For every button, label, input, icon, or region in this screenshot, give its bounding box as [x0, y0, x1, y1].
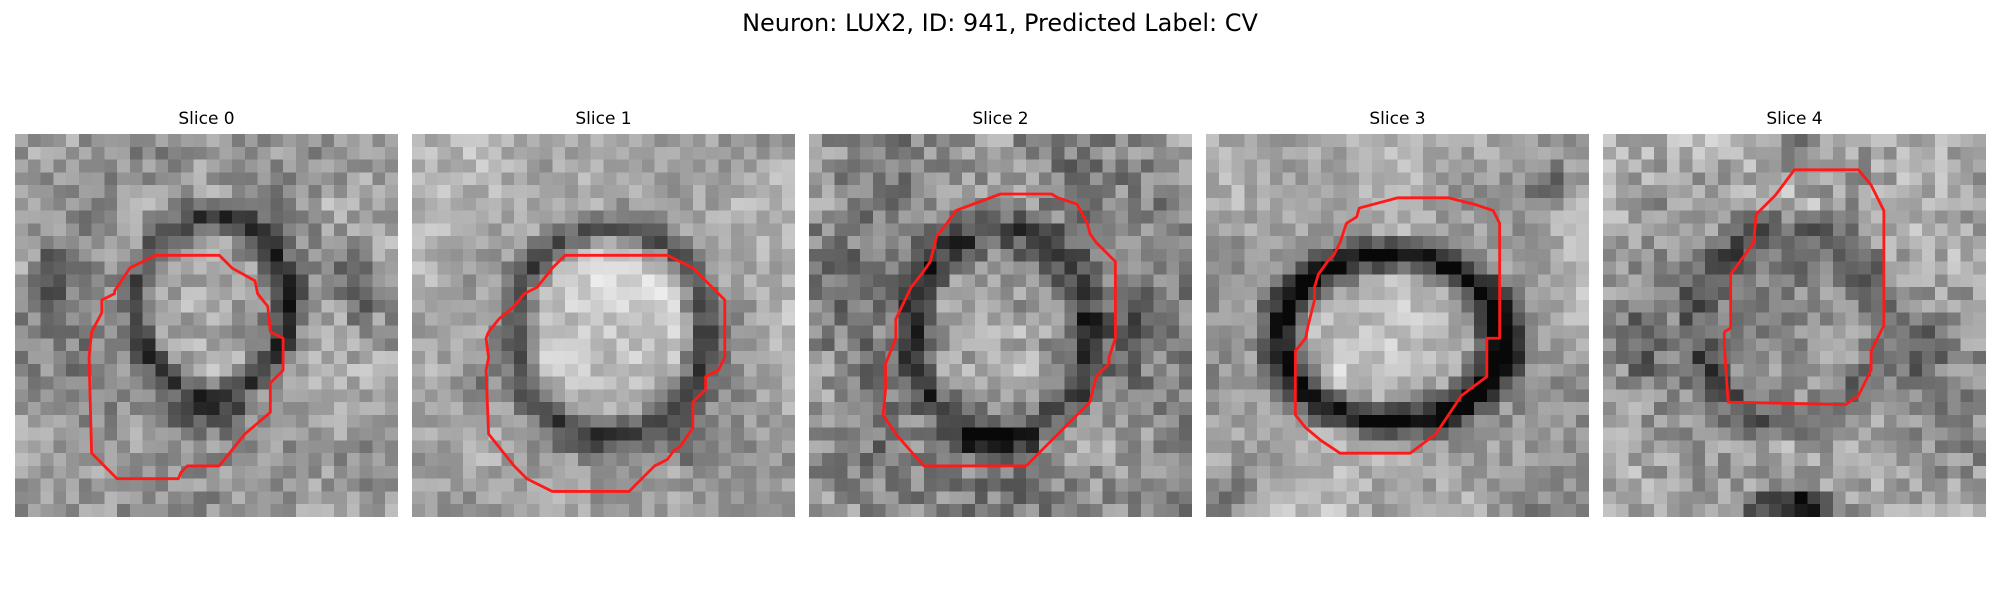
segmentation-contour-4 — [1722, 168, 1886, 407]
slice-title-2: Slice 2 — [972, 109, 1029, 129]
slice-image-0 — [15, 134, 398, 517]
segmentation-contour-0 — [87, 253, 285, 481]
segmentation-contour-1 — [484, 253, 727, 493]
slice-image-1 — [412, 134, 795, 517]
slice-title-0: Slice 0 — [178, 109, 235, 129]
figure-title: Neuron: LUX2, ID: 941, Predicted Label: … — [742, 9, 1258, 37]
slice-title-3: Slice 3 — [1369, 109, 1426, 129]
slice-image-2 — [809, 134, 1192, 517]
slice-title-1: Slice 1 — [575, 109, 632, 129]
segmentation-contour-3 — [1293, 196, 1502, 455]
slice-title-4: Slice 4 — [1766, 109, 1823, 129]
slice-image-4 — [1603, 134, 1986, 517]
slice-image-3 — [1206, 134, 1589, 517]
segmentation-contour-2 — [881, 192, 1117, 468]
